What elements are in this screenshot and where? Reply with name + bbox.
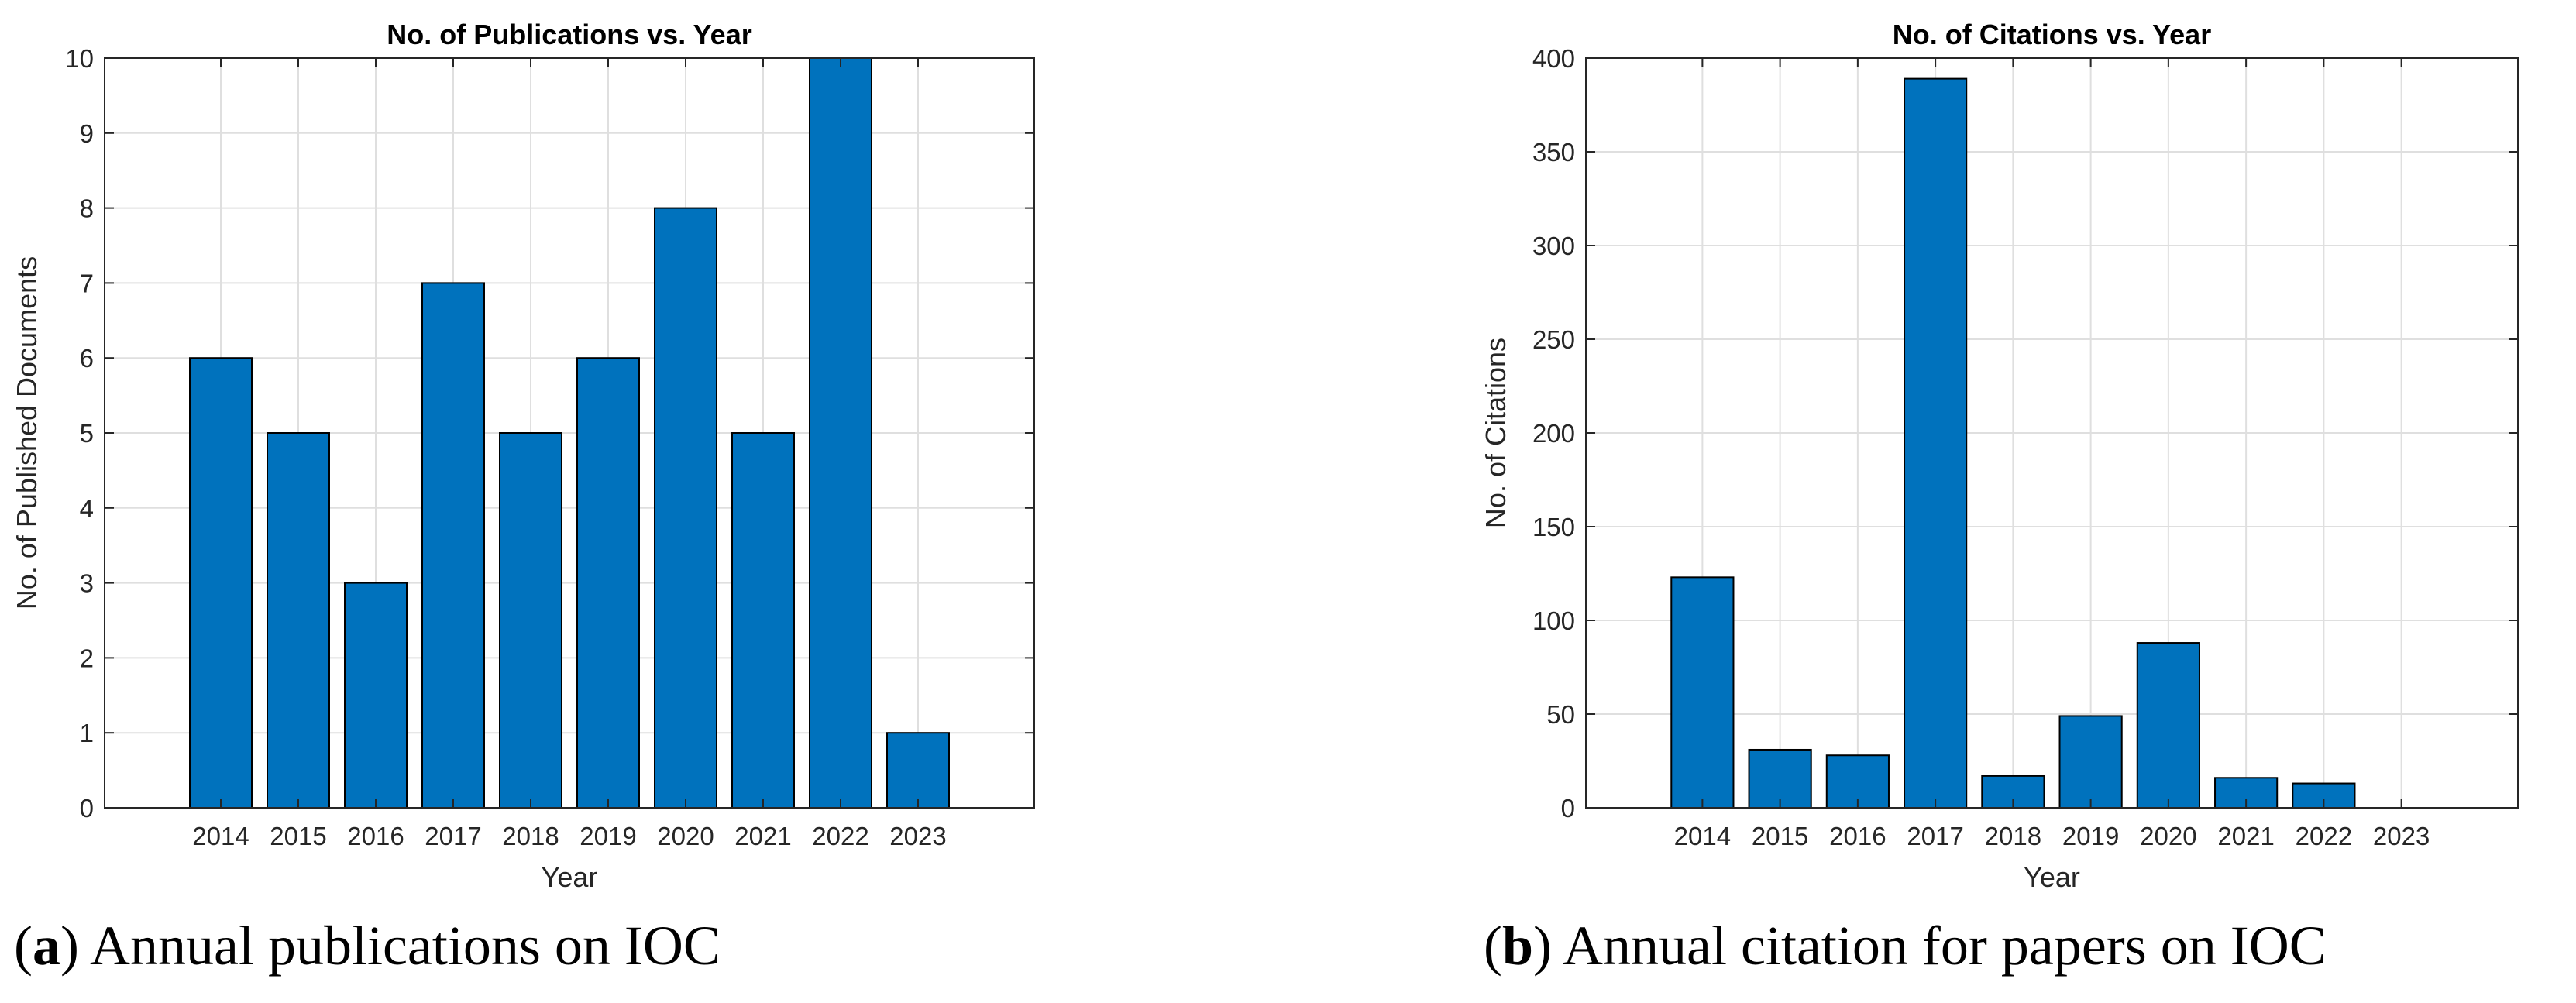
x-tick-label: 2018 [1985, 822, 2041, 850]
x-tick-label: 2020 [2140, 822, 2196, 850]
bar-2017 [421, 282, 485, 809]
x-tick-label: 2022 [2296, 822, 2352, 850]
y-tick-label: 350 [1532, 138, 1575, 167]
bar-2023 [886, 732, 950, 809]
chart-title: No. of Publications vs. Year [387, 19, 751, 50]
x-axis-label: Year [2024, 861, 2080, 893]
y-tick-label: 5 [80, 419, 94, 448]
x-tick-label: 2022 [812, 822, 868, 850]
bar-2015 [267, 432, 330, 809]
y-tick-label: 2 [80, 644, 94, 672]
x-tick-label: 2016 [347, 822, 404, 850]
bar-2019 [2058, 715, 2123, 809]
y-tick-label: 0 [80, 794, 94, 823]
citations-chart: 0 50 100 150 200 250 300 350 400 2014 2015 2016 2017… [1480, 19, 2519, 893]
bar-2022 [809, 57, 872, 809]
y-axis-label: No. of Citations [1480, 338, 1512, 528]
caption-a: (a) Annual publications on IOC [14, 915, 721, 977]
x-tick-label: 2016 [1829, 822, 1886, 850]
caption-b-text: Annual citation for papers on IOC [1563, 915, 2327, 977]
y-tick-label: 250 [1532, 325, 1575, 354]
x-tick-label: 2019 [580, 822, 636, 850]
y-tick-label: 100 [1532, 606, 1575, 635]
y-tick-label: 10 [65, 44, 94, 73]
x-tick-label: 2017 [425, 822, 481, 850]
y-tick-label: 200 [1532, 419, 1575, 448]
x-tick-label: 2019 [2062, 822, 2119, 850]
y-tick-label: 8 [80, 194, 94, 223]
bar-2018 [499, 432, 562, 809]
bar-2014 [1670, 576, 1735, 809]
x-tick-label: 2018 [502, 822, 559, 850]
y-tick-label: 0 [1561, 794, 1575, 823]
caption-a-label: a [32, 915, 60, 977]
chart-title: No. of Citations vs. Year [1893, 19, 2211, 50]
caption-b: (b) Annual citation for papers on IOC [1484, 915, 2327, 977]
x-axis-label: Year [542, 861, 598, 893]
x-tick-label: 2014 [1674, 822, 1731, 850]
y-axis-label: No. of Published Documents [11, 256, 43, 610]
y-tick-label: 4 [80, 494, 94, 523]
y-tick-label: 1 [80, 719, 94, 747]
y-tick-label: 50 [1546, 700, 1575, 729]
bar-2017 [1904, 77, 1968, 809]
x-tick-label: 2015 [270, 822, 326, 850]
y-tick-label: 6 [80, 344, 94, 373]
bar-2019 [576, 357, 640, 809]
x-tick-label: 2023 [2373, 822, 2430, 850]
x-tick-label: 2017 [1907, 822, 1963, 850]
y-tick-label: 9 [80, 119, 94, 148]
x-tick-label: 2015 [1752, 822, 1808, 850]
y-tick-label: 7 [80, 269, 94, 297]
y-tick-label: 150 [1532, 513, 1575, 541]
y-tick-label: 3 [80, 569, 94, 598]
bar-2021 [731, 432, 795, 809]
caption-b-label: b [1501, 915, 1534, 977]
x-tick-label: 2021 [734, 822, 791, 850]
bar-2014 [189, 357, 253, 809]
bar-2016 [344, 582, 408, 809]
y-tick-label: 300 [1532, 232, 1575, 260]
x-tick-label: 2014 [192, 822, 249, 850]
caption-a-text: Annual publications on IOC [90, 915, 721, 977]
y-tick-label: 400 [1532, 44, 1575, 73]
bar-2020 [2136, 642, 2200, 809]
bar-2020 [654, 207, 717, 809]
publications-chart: 0 1 2 3 4 5 6 7 8 9 10 2014 2015 2016 2017 2018 2019 2020… [11, 19, 1035, 893]
x-tick-label: 2020 [657, 822, 714, 850]
x-tick-label: 2021 [2217, 822, 2274, 850]
x-tick-label: 2023 [889, 822, 946, 850]
